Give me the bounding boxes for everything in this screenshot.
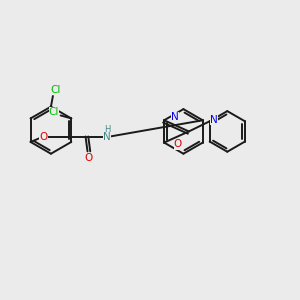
Text: Cl: Cl xyxy=(50,85,61,94)
Text: O: O xyxy=(85,153,93,163)
Text: N: N xyxy=(210,115,218,125)
Text: H: H xyxy=(104,125,110,134)
Text: O: O xyxy=(39,131,48,142)
Text: Cl: Cl xyxy=(49,107,59,117)
Text: N: N xyxy=(103,132,111,142)
Text: N: N xyxy=(171,112,179,122)
Text: O: O xyxy=(174,140,182,149)
